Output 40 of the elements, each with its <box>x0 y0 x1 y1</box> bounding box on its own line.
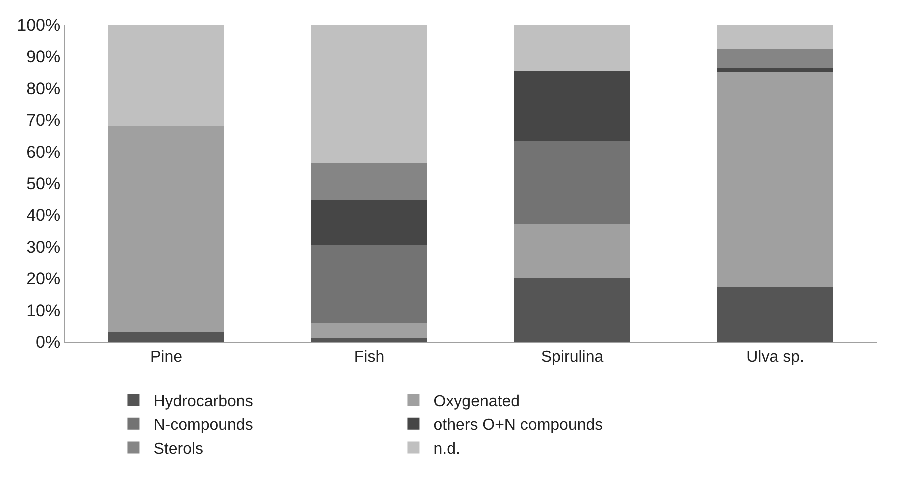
bar <box>514 72 630 142</box>
y-tick-label: 80% <box>26 79 61 98</box>
y-tick-label: 10% <box>26 301 61 320</box>
bar <box>718 25 834 49</box>
legend-label: others O+N compounds <box>434 417 604 434</box>
bar <box>312 164 428 201</box>
y-tick-label: 60% <box>26 142 61 162</box>
y-tick-label: 30% <box>26 238 61 257</box>
y-tick-label: 70% <box>26 111 61 130</box>
bar <box>718 286 834 342</box>
bar <box>312 25 428 164</box>
legend-label: n.d. <box>434 440 460 458</box>
bar <box>108 126 224 332</box>
y-tick-label: 20% <box>26 270 61 289</box>
bar <box>718 72 834 287</box>
bar <box>312 200 428 246</box>
y-tick-label: 90% <box>26 48 61 67</box>
y-tick-label: 40% <box>26 206 61 226</box>
y-tick-label: 100% <box>17 16 61 35</box>
x-tick-label: Pine <box>150 349 183 366</box>
x-tick-label: Spirulina <box>541 349 604 366</box>
bar <box>312 338 428 342</box>
legend-label: Hydrocarbons <box>154 393 254 410</box>
x-tick-label: Ulva sp. <box>746 349 804 366</box>
bar <box>108 25 224 126</box>
bar <box>108 332 224 342</box>
legend-label: Oxygenated <box>434 393 520 410</box>
bar <box>718 48 834 68</box>
x-tick-label: Fish <box>354 349 385 366</box>
legend-label: N-compounds <box>154 417 254 434</box>
y-tick-label: 0% <box>36 332 61 352</box>
y-tick-label: 50% <box>26 174 61 194</box>
bar <box>312 323 428 338</box>
bar <box>514 142 630 225</box>
bar <box>514 224 630 278</box>
bar <box>514 25 630 72</box>
bar <box>514 278 630 342</box>
bar <box>718 68 834 72</box>
bar <box>312 245 428 324</box>
legend-label: Sterols <box>154 440 204 458</box>
